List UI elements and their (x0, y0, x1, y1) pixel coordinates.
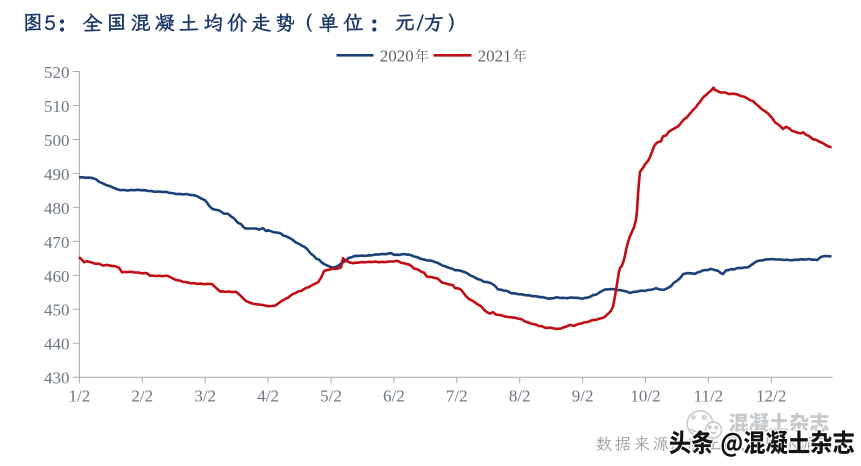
svg-text:500: 500 (44, 131, 70, 150)
svg-text:5/2: 5/2 (320, 387, 342, 406)
svg-text:480: 480 (44, 199, 70, 218)
svg-text:460: 460 (44, 267, 70, 286)
svg-text:12/2: 12/2 (756, 387, 786, 406)
svg-text:2/2: 2/2 (131, 387, 153, 406)
svg-text:7/2: 7/2 (446, 387, 468, 406)
svg-text:490: 490 (44, 165, 70, 184)
svg-text:10/2: 10/2 (630, 387, 660, 406)
svg-text:450: 450 (44, 301, 70, 320)
svg-text:2021: 2021 (478, 46, 512, 65)
svg-text:470: 470 (44, 233, 70, 252)
svg-text:520: 520 (44, 63, 70, 82)
svg-text:11/2: 11/2 (694, 387, 724, 406)
svg-text:430: 430 (44, 369, 70, 388)
svg-text:8/2: 8/2 (509, 387, 531, 406)
svg-text:4/2: 4/2 (257, 387, 279, 406)
svg-text:510: 510 (44, 97, 70, 116)
svg-text:2020: 2020 (380, 46, 414, 65)
svg-text:1/2: 1/2 (69, 387, 91, 406)
svg-text:3/2: 3/2 (194, 387, 216, 406)
svg-text:440: 440 (44, 335, 70, 354)
svg-text:6/2: 6/2 (383, 387, 405, 406)
svg-text:9/2: 9/2 (572, 387, 594, 406)
